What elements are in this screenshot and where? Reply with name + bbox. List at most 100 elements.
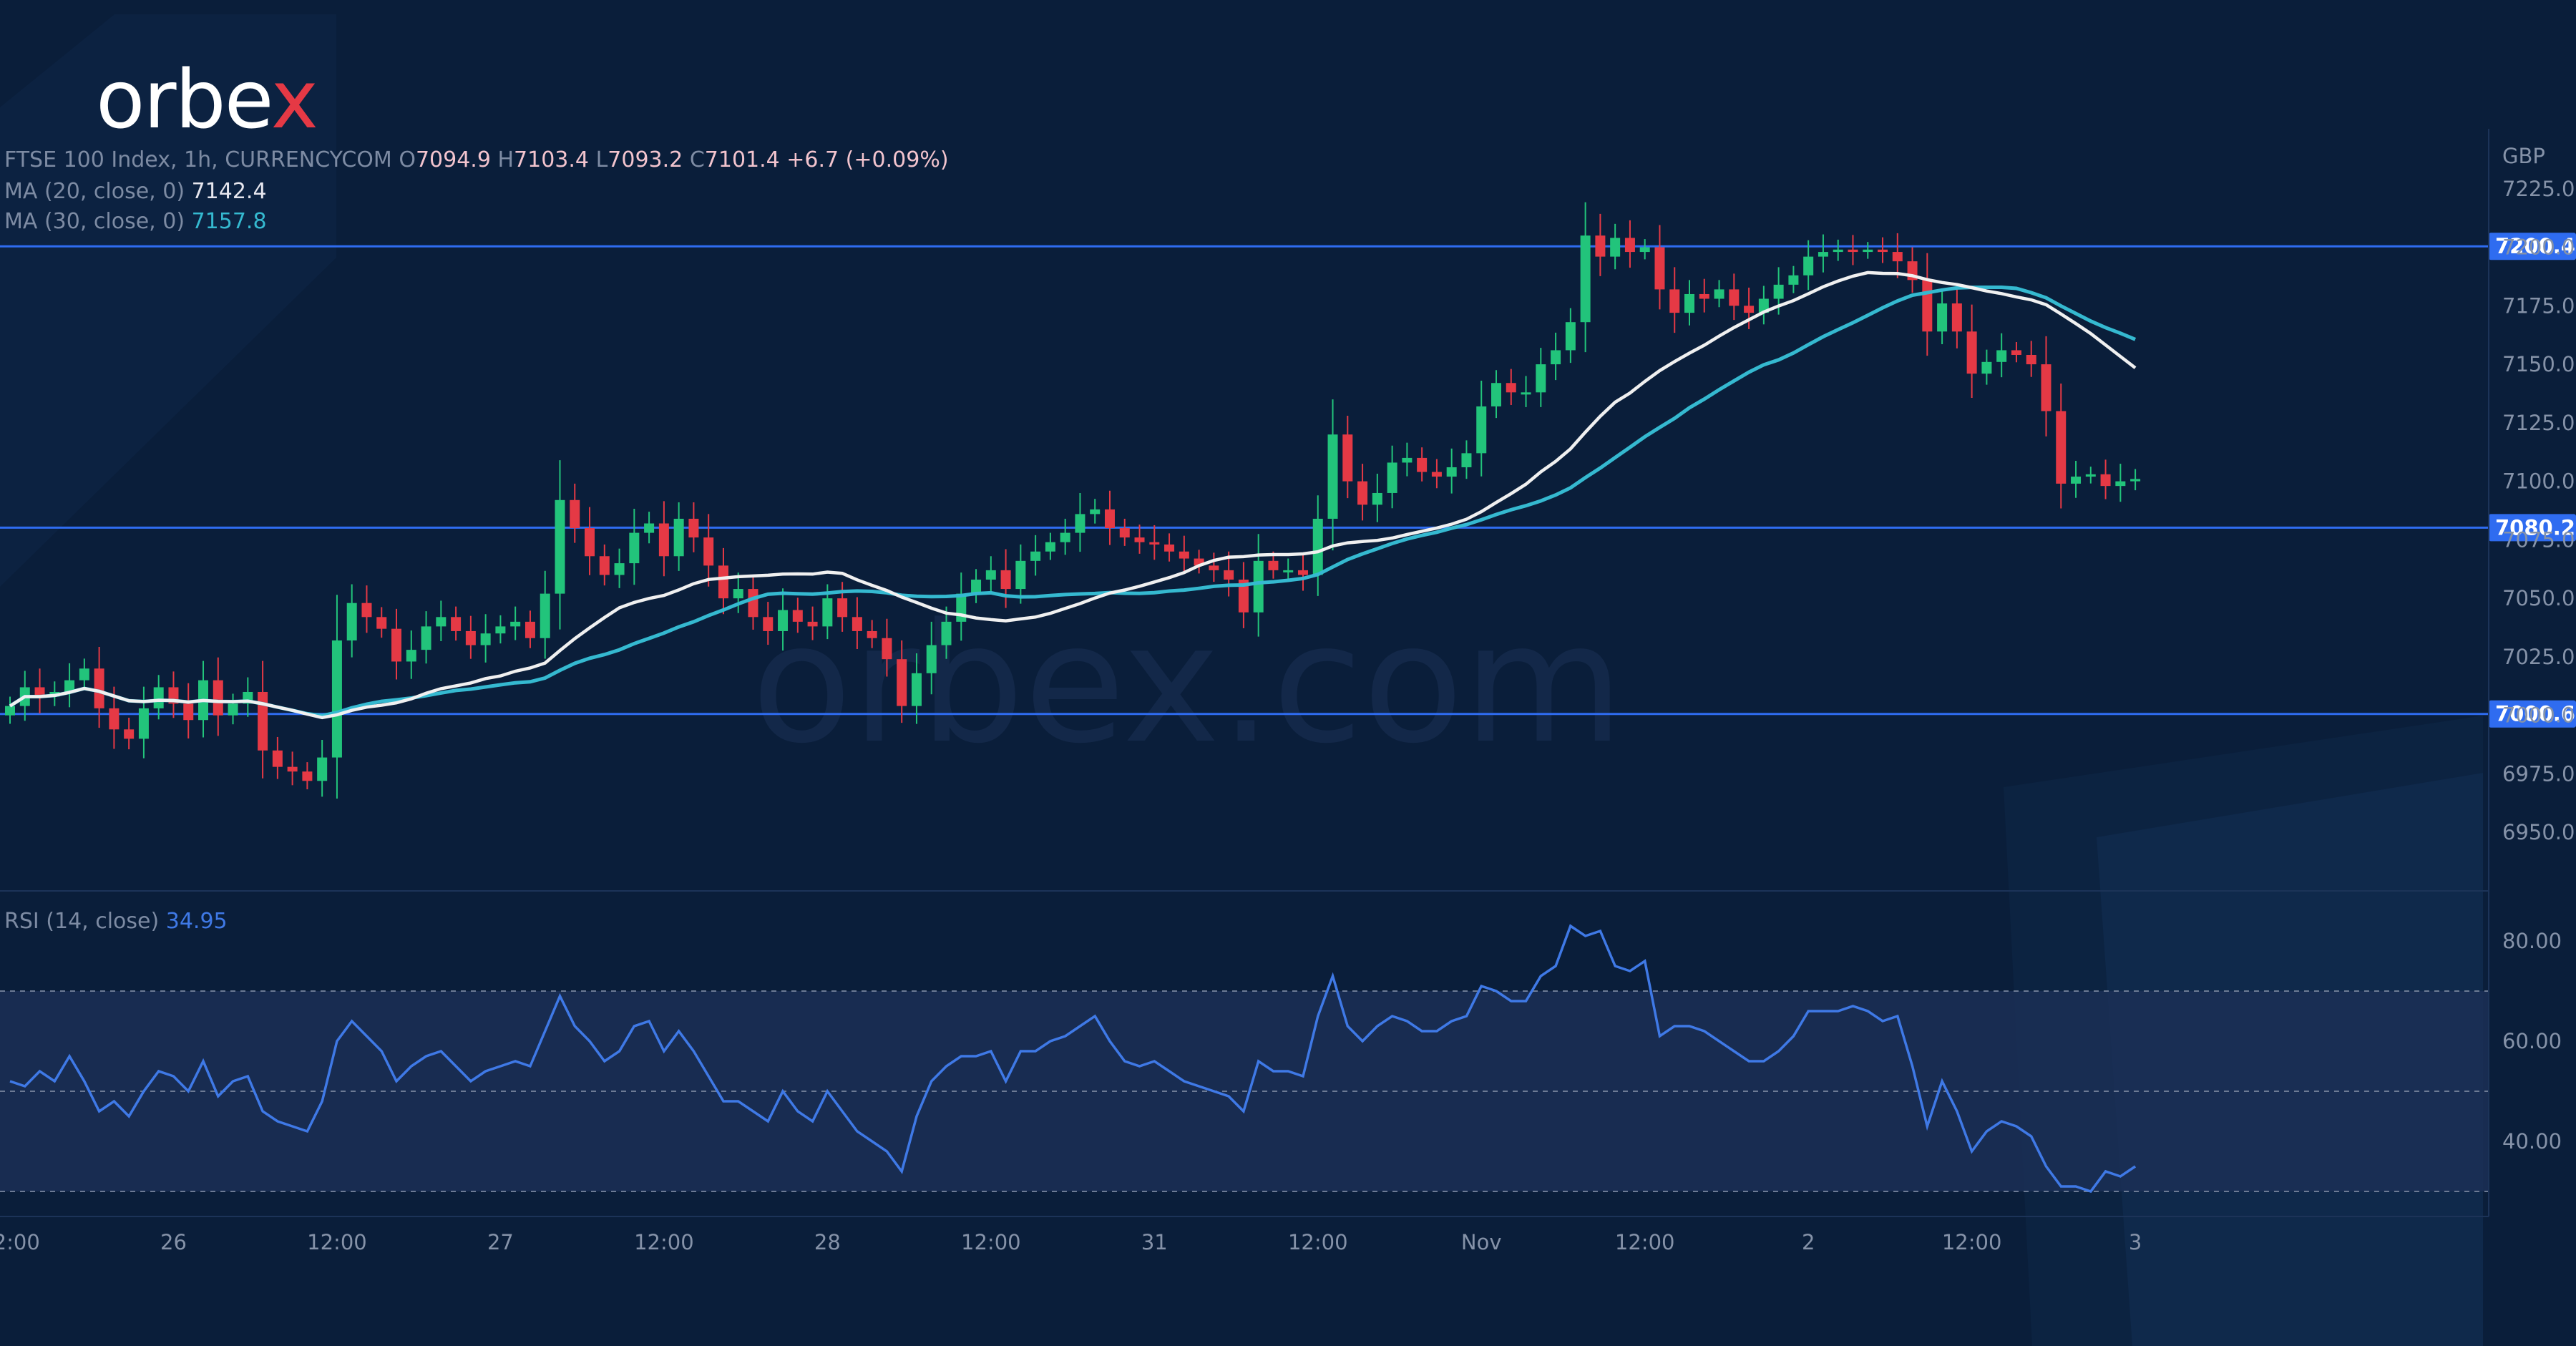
candle-body	[1209, 565, 1219, 570]
candle-body	[1773, 284, 1784, 299]
price-tick-label: 7125.0	[2502, 411, 2575, 435]
candle-body	[1357, 481, 1368, 505]
candle-body	[1461, 453, 1472, 467]
candle-body	[5, 706, 15, 716]
candle-body	[287, 766, 298, 772]
price-tick-label: 7000.0	[2502, 703, 2575, 728]
time-tick-label: 3	[2129, 1230, 2142, 1254]
time-tick-label: 26	[160, 1230, 187, 1254]
candle-body	[971, 579, 982, 594]
candle-body	[2085, 474, 2096, 477]
candle-body	[480, 633, 491, 645]
candle-body	[2011, 350, 2021, 355]
candle-body	[658, 523, 669, 557]
candle-body	[1610, 238, 1621, 257]
candle-body	[1669, 289, 1680, 313]
candle-body	[1506, 383, 1516, 393]
candle-body	[941, 621, 952, 645]
candle-body	[1699, 293, 1709, 299]
price-tick-label: 6975.0	[2502, 761, 2575, 786]
candle-body	[956, 593, 967, 622]
candle-body	[1312, 518, 1323, 575]
candle-body	[1848, 249, 1858, 253]
candle-body	[391, 628, 402, 662]
candle-body	[510, 621, 521, 627]
candle-body	[852, 617, 862, 631]
candle-body	[1476, 406, 1487, 454]
candle-body	[183, 703, 194, 721]
ma30-legend: MA (30, close, 0) 7157.8	[4, 209, 267, 234]
symbol-label: FTSE 100 Index, 1h, CURRENCYCOM	[4, 147, 392, 172]
candle-body	[525, 621, 535, 638]
candle-body	[792, 610, 803, 622]
ohlc-legend: FTSE 100 Index, 1h, CURRENCYCOM O7094.9 …	[4, 147, 949, 172]
candle-body	[2130, 479, 2141, 482]
price-tick-label: 7225.0	[2502, 177, 2575, 201]
candle-body	[138, 708, 149, 739]
price-tick-label: 7150.0	[2502, 352, 2575, 376]
candle-body	[421, 626, 431, 650]
candle-body	[79, 668, 89, 681]
candle-body	[807, 621, 818, 627]
candle-body	[1863, 249, 1873, 253]
orbex-logo: orbex	[96, 54, 318, 147]
price-tick-label: 7025.0	[2502, 645, 2575, 669]
candle-body	[1000, 570, 1011, 590]
price-tick-label: 7075.0	[2502, 527, 2575, 552]
time-tick-label: 12:00	[307, 1230, 367, 1254]
rsi-tick-label: 40.00	[2502, 1129, 2562, 1154]
ma30-line	[9, 286, 2137, 718]
candle-body	[1996, 350, 2007, 362]
candle-body	[1684, 293, 1695, 313]
time-tick-label: 12:00	[1615, 1230, 1675, 1254]
candle-body	[570, 499, 580, 529]
candle-body	[703, 537, 714, 566]
time-tick-label: 12:00	[1942, 1230, 2002, 1254]
candle-body	[1253, 560, 1264, 613]
candle-body	[1595, 235, 1606, 257]
candle-body	[733, 589, 743, 599]
candle-body	[436, 617, 447, 627]
candle-body	[1551, 350, 1561, 365]
candle-body	[1015, 560, 1026, 590]
candle-body	[1149, 542, 1160, 545]
candle-body	[540, 593, 550, 638]
candle-body	[2056, 411, 2067, 484]
candle-body	[1654, 247, 1665, 290]
rsi-tick-label: 80.00	[2502, 929, 2562, 953]
candle-body	[272, 750, 283, 767]
candle-body	[346, 603, 357, 641]
candle-body	[1030, 551, 1041, 561]
candle-body	[1788, 275, 1799, 285]
candle-body	[778, 610, 789, 631]
ma20-value: 7142.4	[191, 179, 267, 204]
ma20-legend: MA (20, close, 0) 7142.4	[4, 179, 267, 204]
candle-body	[228, 703, 238, 716]
time-tick-label: 28	[814, 1230, 841, 1254]
candle-body	[911, 673, 922, 706]
candle-body	[688, 518, 699, 538]
candle-body	[1238, 579, 1249, 613]
candle-body	[1758, 298, 1769, 313]
low-value: 7093.2	[608, 147, 683, 172]
candle-body	[331, 640, 342, 758]
candle-body	[718, 565, 728, 599]
ma20-line	[9, 270, 2137, 720]
candle-body	[837, 598, 848, 618]
candle-body	[2041, 364, 2051, 411]
rsi-tick-label: 60.00	[2502, 1029, 2562, 1053]
candle-body	[1714, 289, 1724, 299]
candle-body	[1090, 509, 1101, 514]
ma30-value: 7157.8	[191, 209, 267, 234]
rsi-line	[9, 924, 2137, 1194]
candle-body	[1729, 289, 1740, 306]
candle-body	[585, 528, 595, 557]
candle-body	[213, 680, 223, 716]
candle-body	[1833, 249, 1843, 253]
candle-body	[1966, 331, 1977, 374]
candle-body	[1981, 361, 1992, 374]
candle-body	[1491, 383, 1501, 406]
candle-body	[1417, 457, 1428, 472]
candle-body	[1937, 303, 1948, 332]
price-tick-label: 7050.0	[2502, 586, 2575, 610]
